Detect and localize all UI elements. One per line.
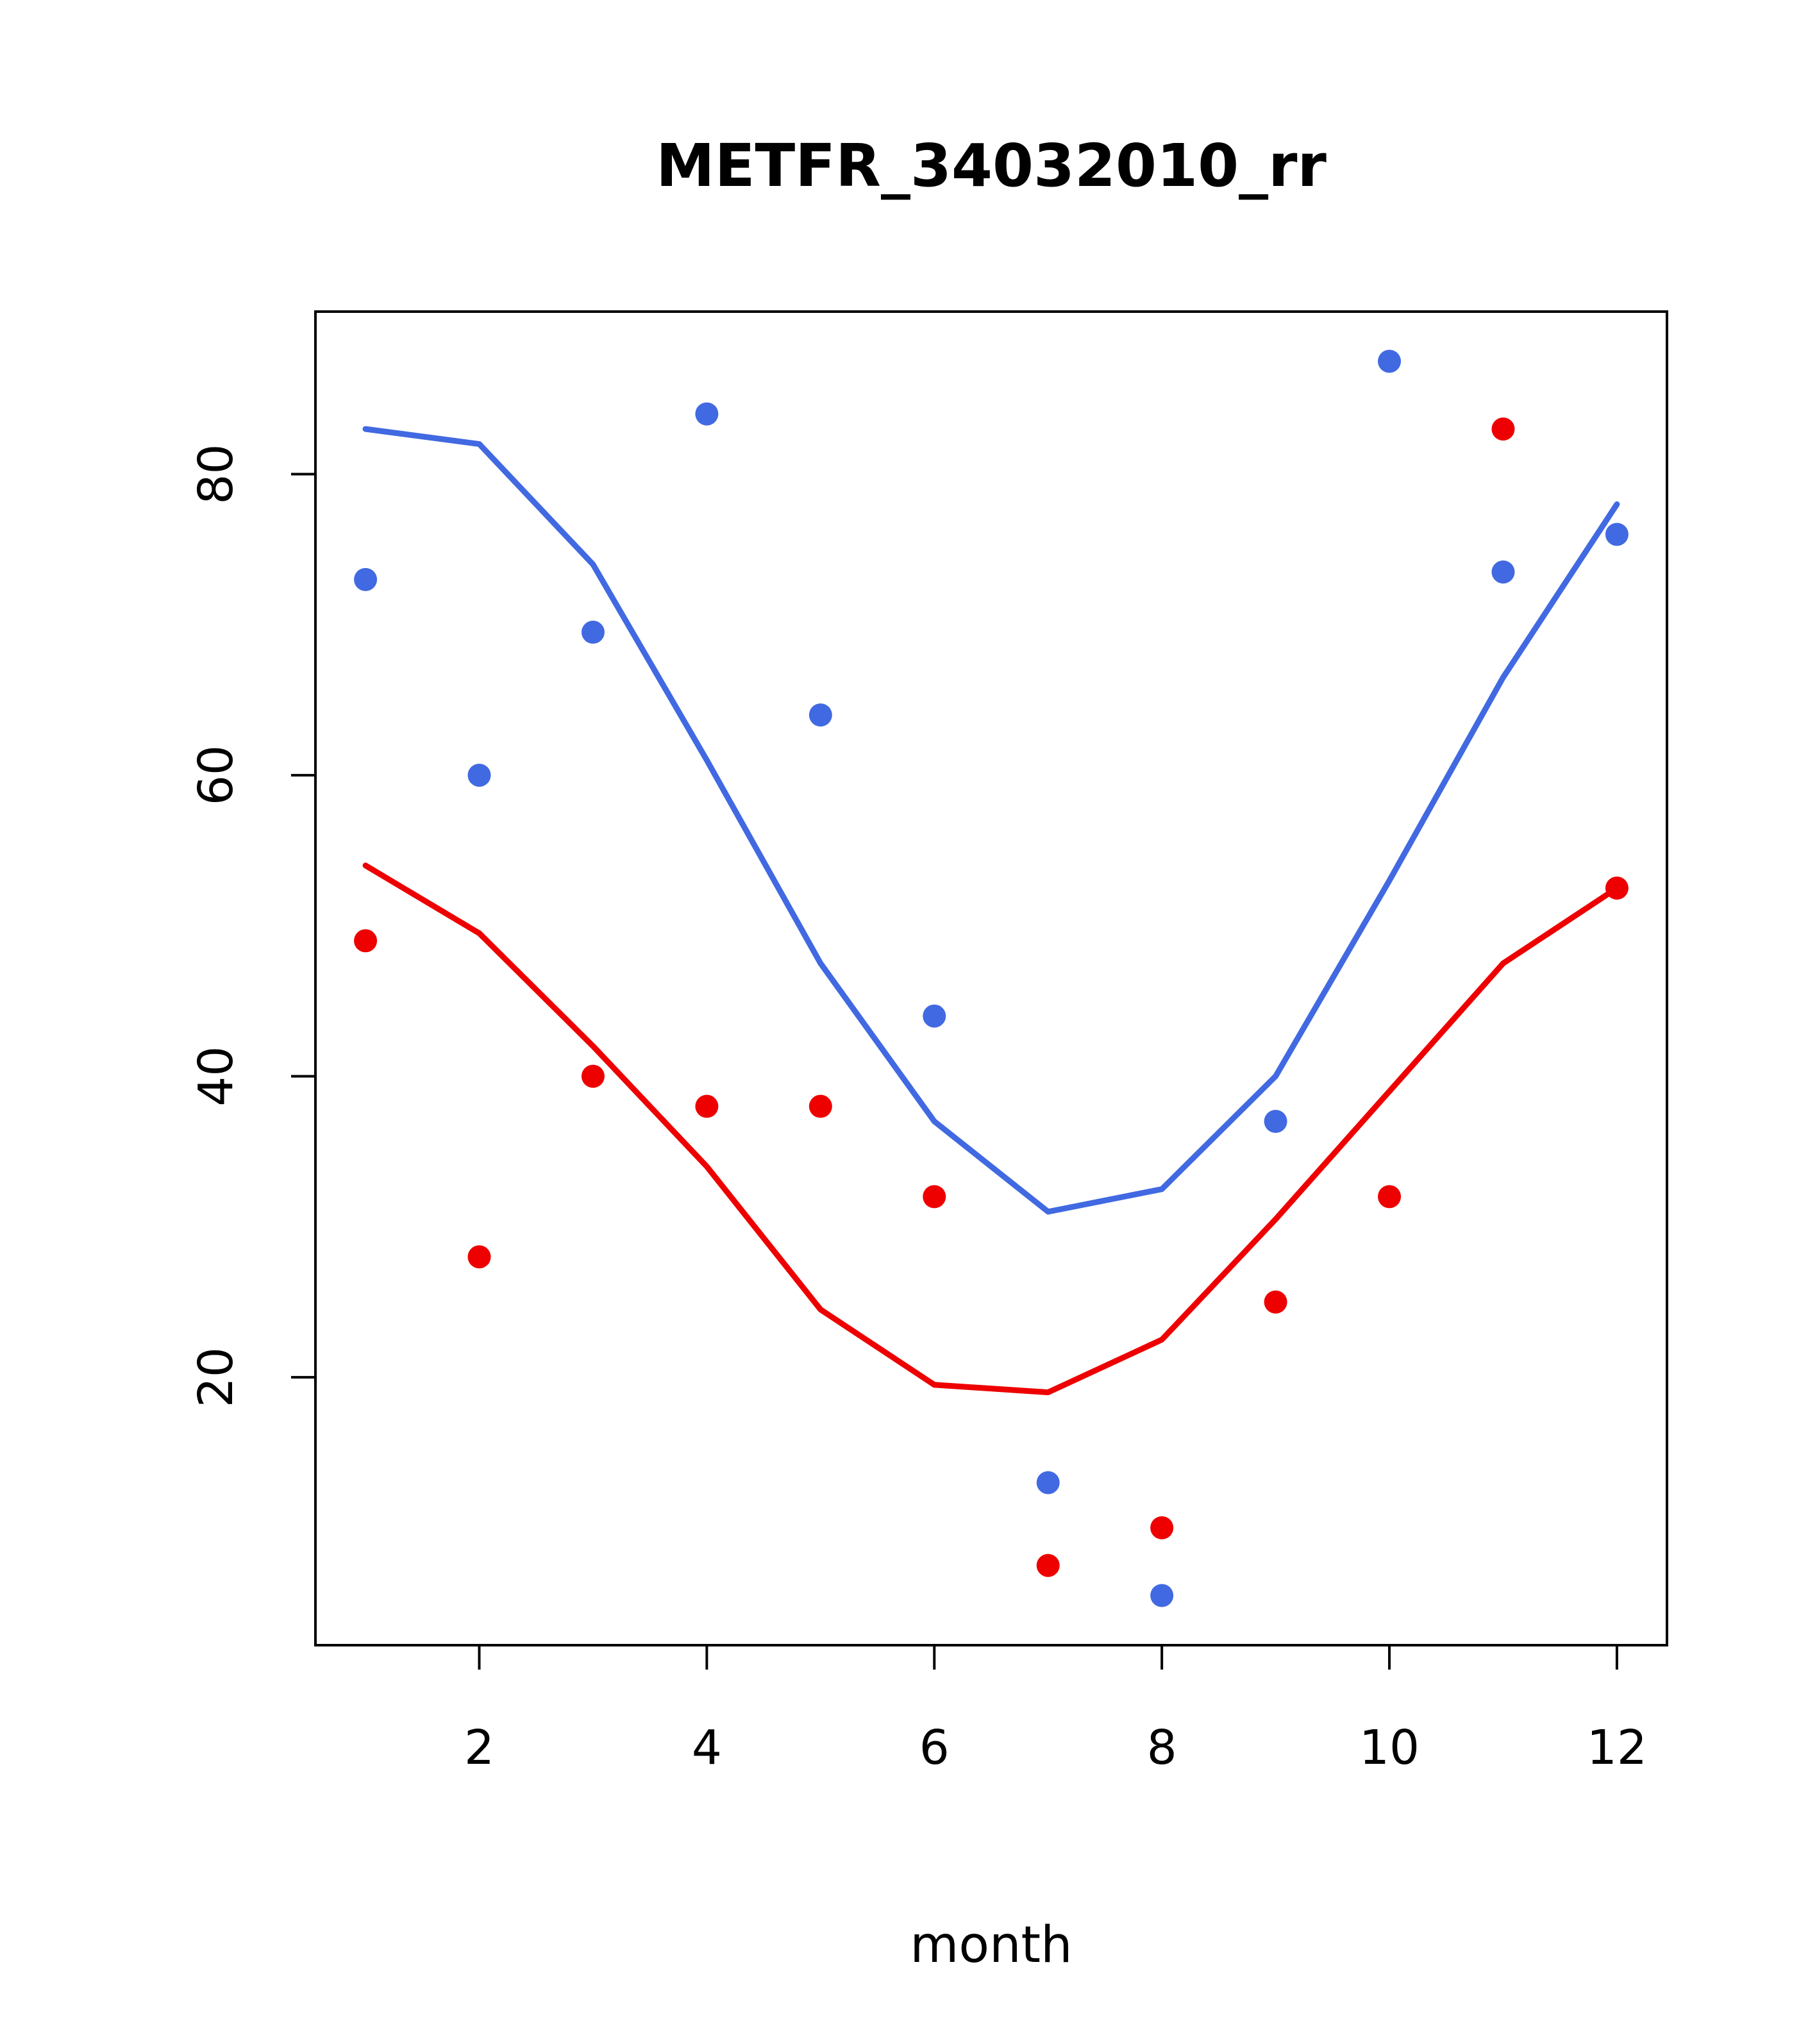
red-points-point: [1150, 1516, 1174, 1539]
red-points-point: [1036, 1554, 1060, 1577]
red-points-point: [1378, 1185, 1402, 1209]
x-tick-label: 8: [1147, 1720, 1177, 1775]
y-tick-label: 40: [188, 1046, 244, 1107]
blue-points-point: [354, 567, 378, 591]
blue-points-point: [1378, 349, 1402, 373]
x-tick-label: 12: [1587, 1720, 1647, 1775]
blue-line: [362, 426, 1620, 1215]
blue-points-point: [467, 764, 491, 787]
plot-area: 2 4 6 8 10 12 20 40 60 80: [188, 310, 1668, 1775]
red-points-point: [808, 1094, 832, 1118]
chart-title: METFR_34032010_rr: [656, 131, 1327, 200]
x-tick-label: 2: [464, 1720, 494, 1775]
blue-points-point: [1264, 1110, 1287, 1134]
blue-points-point: [695, 402, 719, 426]
blue-points-point: [1036, 1471, 1060, 1495]
x-axis-title: month: [910, 1916, 1072, 1974]
y-tick-label: 80: [188, 444, 244, 504]
y-tick-label: 20: [188, 1347, 244, 1407]
red-points-point: [1491, 417, 1515, 441]
red-points-point: [695, 1094, 719, 1118]
x-tick-label: 10: [1359, 1720, 1419, 1775]
y-tick-label: 60: [188, 745, 244, 805]
red-points-point: [354, 929, 378, 953]
blue-points-point: [1491, 560, 1515, 584]
red-points-point: [923, 1185, 946, 1209]
red-line: [362, 862, 1620, 1396]
red-points-point: [581, 1064, 605, 1088]
blue-points-point: [923, 1004, 946, 1028]
x-tick-label: 4: [692, 1720, 722, 1775]
blue-points-point: [1150, 1584, 1174, 1607]
x-tick-label: 6: [919, 1720, 950, 1775]
plot-border: [314, 310, 1668, 1646]
blue-points-point: [581, 621, 605, 644]
blue-points-point: [808, 703, 832, 727]
red-points-point: [1605, 876, 1629, 900]
blue-points-point: [1605, 523, 1629, 546]
red-points-point: [467, 1245, 491, 1269]
red-points-point: [1264, 1290, 1287, 1314]
